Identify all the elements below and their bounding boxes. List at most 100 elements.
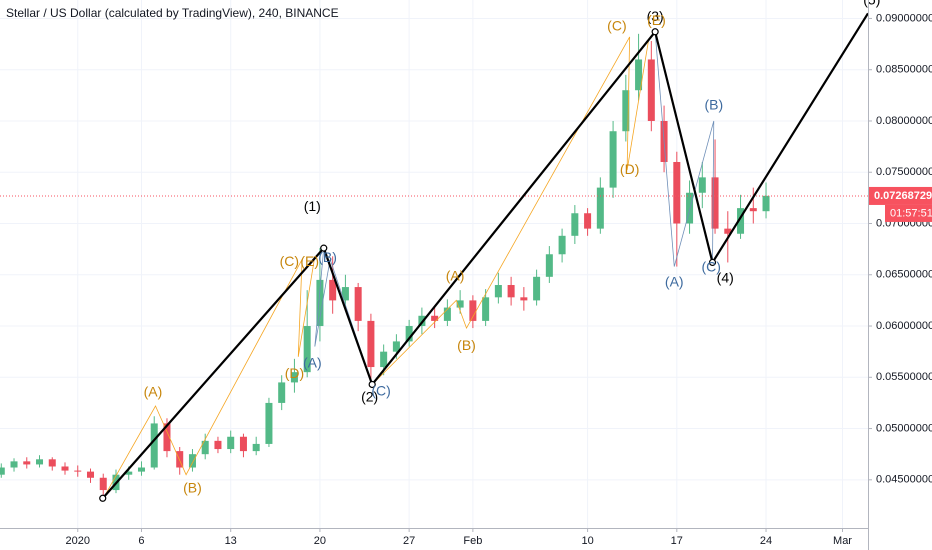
candle-body xyxy=(456,300,464,308)
y-tick-label: 0.05000000 xyxy=(876,422,932,434)
candle-body xyxy=(163,423,171,452)
candle-body xyxy=(252,443,260,452)
candle-body xyxy=(724,228,732,234)
candle-body xyxy=(494,285,502,298)
x-tick-label: 24 xyxy=(760,535,772,547)
candle-body xyxy=(290,372,298,383)
x-tick-label: 27 xyxy=(403,535,415,547)
candle-body xyxy=(303,326,311,373)
countdown-tag xyxy=(885,204,932,222)
wave-label: (1) xyxy=(304,198,321,214)
chart-title: Stellar / US Dollar (calculated by Tradi… xyxy=(6,6,339,20)
last-price-tag xyxy=(869,186,932,205)
candle-body xyxy=(622,90,630,132)
wave-label: (C) xyxy=(607,17,626,33)
wave-label: (D) xyxy=(620,161,639,177)
wave-pivot xyxy=(651,28,659,36)
candle-body xyxy=(188,454,196,468)
x-tick-label: 13 xyxy=(225,535,237,547)
last-price-label: 0.07268729 xyxy=(874,190,932,202)
countdown-label: 01:57:51 xyxy=(890,207,932,219)
x-tick-label: 10 xyxy=(581,535,593,547)
candle-body xyxy=(278,382,286,403)
candle-body xyxy=(431,315,439,321)
candle-body xyxy=(520,297,528,301)
wave-pivot xyxy=(368,380,376,389)
wave-label: (3) xyxy=(647,8,664,24)
y-tick-label: 0.04500000 xyxy=(876,474,932,486)
candle-body xyxy=(596,187,604,229)
wave-label: (B) xyxy=(704,96,723,112)
wave-label: (2) xyxy=(361,388,378,404)
candle-body xyxy=(316,279,324,327)
y-tick-label: 0.09000000 xyxy=(876,12,932,24)
wave-label: (5) xyxy=(863,0,880,8)
candle-body xyxy=(239,436,247,452)
candle-body xyxy=(405,326,413,342)
wave-pivot xyxy=(708,258,717,267)
candle-body xyxy=(329,279,337,301)
candle-body xyxy=(99,477,107,491)
y-tick-label: 0.08000000 xyxy=(876,115,932,127)
candle-body xyxy=(545,254,553,277)
candle-body xyxy=(673,161,681,224)
candle-body xyxy=(367,320,375,368)
candle-body xyxy=(227,436,235,450)
candle-body xyxy=(558,235,566,255)
candle-body xyxy=(392,341,400,352)
wave-pivot xyxy=(320,244,328,252)
candle-body xyxy=(686,192,694,224)
candle-body xyxy=(23,461,31,465)
y-tick-label: 0.06000000 xyxy=(876,320,932,332)
candle-body xyxy=(125,471,133,475)
axes: 0.04500000 0.05000000 0.05500000 0.06000000… xyxy=(66,12,932,547)
candle-body xyxy=(48,459,56,467)
wave-label: (B) xyxy=(318,249,337,265)
wave-label: (A) xyxy=(144,383,163,399)
candle-body xyxy=(10,461,18,468)
candle-body xyxy=(86,471,95,478)
candle-body xyxy=(647,59,655,121)
x-tick-label: 2020 xyxy=(66,535,90,547)
wave-label: (A) xyxy=(303,355,322,371)
candle-body xyxy=(635,59,643,91)
candle-body xyxy=(214,440,222,450)
candle-body xyxy=(609,131,617,188)
x-tick-label: Mar xyxy=(833,535,852,547)
candle-body xyxy=(469,300,477,321)
plot-area xyxy=(0,12,868,502)
candle-body xyxy=(150,423,158,468)
wave-label: (A) xyxy=(665,274,684,290)
grid xyxy=(0,0,868,528)
wave-label: (E) xyxy=(647,12,666,28)
candle-body xyxy=(762,195,770,212)
y-tick-label: 0.05500000 xyxy=(876,371,932,383)
wave-label: (B) xyxy=(183,480,202,496)
wave-label: (C) xyxy=(371,382,390,398)
candle-body xyxy=(341,287,349,301)
candle-body xyxy=(176,451,184,468)
candle-body xyxy=(533,276,541,301)
wave-label: (C) xyxy=(280,253,299,269)
sub-wave-line xyxy=(314,248,373,385)
wave-label: (C) xyxy=(702,258,721,274)
candle-body xyxy=(0,467,5,475)
y-tick-label: 0.06500000 xyxy=(876,269,932,281)
sub-wave-line xyxy=(654,31,715,267)
candle-body xyxy=(265,402,273,444)
sub-wave-line xyxy=(371,36,650,385)
y-tick-label: 0.08500000 xyxy=(876,64,932,76)
wave-pivot xyxy=(99,494,107,502)
candle-body xyxy=(354,287,362,321)
x-tick-label: 6 xyxy=(138,535,144,547)
x-tick-label: 17 xyxy=(671,535,683,547)
candle-body xyxy=(380,351,388,368)
candle-body xyxy=(507,285,515,298)
candle-body xyxy=(443,307,451,321)
wave-label: (B) xyxy=(457,337,476,353)
candle-body xyxy=(74,470,82,472)
y-tick-label: 0.07500000 xyxy=(876,166,932,178)
wave-label: (E) xyxy=(300,253,319,269)
candle-body xyxy=(137,467,145,472)
